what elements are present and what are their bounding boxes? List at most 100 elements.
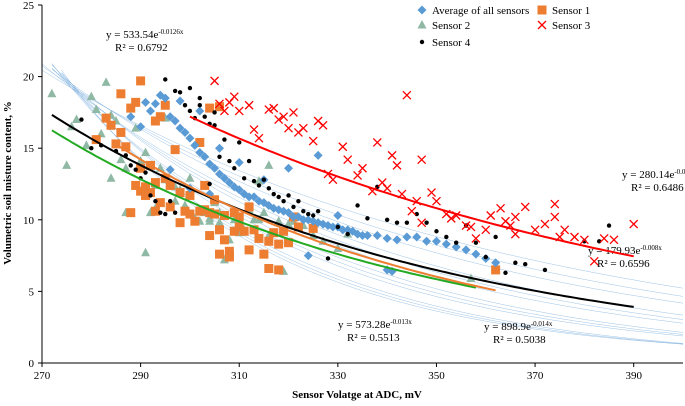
data-point xyxy=(407,206,417,216)
data-point xyxy=(261,177,267,182)
data-point xyxy=(402,232,412,242)
data-point xyxy=(175,96,185,106)
data-point xyxy=(382,183,392,193)
data-point xyxy=(205,159,215,169)
data-point xyxy=(434,229,439,234)
data-point xyxy=(372,231,382,241)
data-point xyxy=(229,208,239,218)
data-point xyxy=(224,252,234,262)
data-point xyxy=(185,133,195,143)
data-point xyxy=(210,76,220,86)
data-point xyxy=(284,219,294,228)
data-point xyxy=(234,106,244,116)
data-point xyxy=(301,209,306,214)
data-point xyxy=(382,233,392,243)
data-point xyxy=(441,239,451,249)
data-point xyxy=(318,120,328,130)
data-point xyxy=(229,92,239,102)
data-point xyxy=(205,231,215,241)
data-point xyxy=(128,163,133,168)
data-point xyxy=(256,183,262,188)
data-point xyxy=(165,202,175,212)
data-point xyxy=(313,150,323,160)
legend-marker xyxy=(537,20,547,30)
data-point xyxy=(47,88,57,98)
data-point xyxy=(446,213,456,223)
data-point xyxy=(629,219,639,229)
data-point xyxy=(215,99,224,109)
data-point xyxy=(165,112,175,122)
data-point xyxy=(131,123,141,132)
data-point xyxy=(579,235,589,245)
data-point xyxy=(550,199,560,209)
data-point xyxy=(432,196,441,206)
legend: Average of all sensors Sensor 1 Sensor 2 Se… xyxy=(417,5,591,49)
data-point xyxy=(466,222,476,232)
data-point xyxy=(353,170,363,180)
data-point xyxy=(333,211,343,221)
data-point xyxy=(284,238,294,248)
data-point xyxy=(153,198,158,204)
r-squared-text: R² = 0.6486 xyxy=(631,182,684,194)
trendline-sensor-1 xyxy=(115,143,496,292)
data-point xyxy=(141,97,151,107)
y-tick-label: 0 xyxy=(29,358,35,370)
data-point xyxy=(219,173,229,183)
data-point xyxy=(150,116,160,126)
data-point xyxy=(126,208,136,218)
data-point xyxy=(471,233,481,243)
data-point xyxy=(513,260,518,265)
data-point xyxy=(141,182,151,192)
data-point xyxy=(244,245,254,255)
data-point xyxy=(274,239,284,249)
data-point xyxy=(106,173,116,182)
data-point xyxy=(503,270,508,275)
legend-marker xyxy=(417,5,427,15)
data-point xyxy=(126,103,136,113)
data-point xyxy=(200,205,210,215)
data-point xyxy=(145,106,155,116)
y-axis-title: Volumetric soil misture content, % xyxy=(2,101,14,264)
data-point xyxy=(254,233,264,243)
data-point xyxy=(180,127,190,137)
data-point xyxy=(392,235,402,245)
data-point xyxy=(540,219,550,229)
legend-marker xyxy=(419,39,425,45)
data-point xyxy=(224,178,234,188)
data-point xyxy=(325,256,331,261)
series-average-of-all-sensors xyxy=(126,90,501,276)
data-point xyxy=(310,213,316,218)
data-point xyxy=(234,158,244,168)
data-point xyxy=(404,220,410,225)
data-point xyxy=(254,133,264,143)
data-point xyxy=(570,232,579,242)
data-point xyxy=(72,114,82,124)
data-point xyxy=(289,107,298,117)
data-point xyxy=(205,213,215,222)
data-point xyxy=(187,108,193,114)
data-point xyxy=(560,225,570,235)
data-point xyxy=(606,223,612,228)
data-point xyxy=(219,106,229,116)
data-point xyxy=(170,145,180,155)
data-point xyxy=(229,226,239,236)
data-point xyxy=(249,125,259,135)
data-point xyxy=(315,209,321,214)
data-point xyxy=(212,110,217,115)
data-point xyxy=(284,163,294,173)
data-point xyxy=(609,235,619,245)
data-point xyxy=(266,186,272,191)
data-point xyxy=(237,140,242,145)
data-point xyxy=(195,147,205,157)
data-point xyxy=(269,103,279,113)
data-point xyxy=(249,225,259,235)
x-tick-label: 290 xyxy=(132,370,149,382)
legend-marker xyxy=(537,5,547,15)
data-point xyxy=(215,143,225,153)
data-point xyxy=(187,85,193,91)
data-point xyxy=(158,210,163,215)
data-point xyxy=(141,190,151,200)
data-point xyxy=(358,231,367,241)
